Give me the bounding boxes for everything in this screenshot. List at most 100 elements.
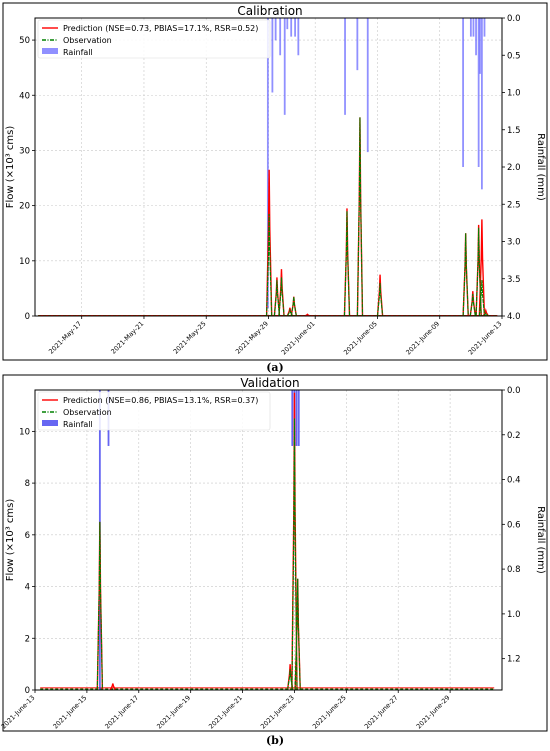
y-tick-label: 0 [25,312,30,322]
observation-peak [462,233,469,317]
x-tick-label: 2021-May-17 [47,320,83,356]
y2-tick-label: 4.0 [507,312,521,322]
legend-rainfall-label: Rainfall [63,48,93,57]
legend: Prediction (NSE=0.73, PBIAS=17.1%, RSR=0… [37,19,271,59]
chart-panel-calibration: 0 10 20 30 40 50 Flow (×10³ cms) 0.0 0.5 1.0 1.5 2.… [2,2,548,374]
x-tick-label: 2021-June-21 [207,694,244,731]
x-tick-label: 2021-May-21 [109,320,145,356]
x-tick-label: 2021-June-29 [415,694,452,731]
rainfall-bar [462,18,464,167]
observation-peak [266,213,273,317]
gridlines [34,390,502,691]
y-tick-label: 40 [19,91,30,101]
rainfall-series [98,390,300,690]
x-tick-label: 2021-June-13 [0,694,36,731]
rainfall-bar [297,18,300,56]
prediction-peak [304,313,311,317]
rainfall-bar [274,18,277,41]
y2-tick-label: 3.0 [507,238,521,248]
chart-title: Calibration [237,4,302,18]
y-axis-right: 0.0 0.5 1.0 1.5 2.0 2.5 3.0 3.5 4.0 Rainfall (mm) [502,14,546,322]
rainfall-bar [480,18,483,190]
y-axis-left: 0 10 20 30 40 50 Flow (×10³ cms) [5,36,35,322]
prediction-series [96,392,301,691]
y2-tick-label: 0.8 [507,565,521,575]
rainfall-bar [477,18,480,167]
rainfall-bar [344,18,346,115]
observation-peak [96,521,103,691]
observation-peak [469,293,476,317]
prediction-peak [478,219,486,317]
x-tick-label: 2021-June-15 [52,694,89,731]
panel-caption: (a) [266,361,284,374]
y-tick-label: 4 [25,583,30,593]
rainfall-bar [266,18,269,309]
panel-caption: (b) [266,734,284,747]
rainfall-bar [366,18,369,153]
observation-peak [343,211,351,317]
chart-title: Validation [240,376,299,390]
y2-tick-label: 2.5 [507,200,521,210]
observation-series [96,418,301,691]
y-tick-label: 20 [19,202,30,212]
observation-peak [294,578,301,691]
prediction-peak [109,683,117,691]
observation-peak [482,312,489,317]
rainfall-bar [472,18,475,37]
observation-peak [290,296,297,317]
y-tick-label: 30 [19,146,30,156]
rainfall-series [266,18,486,309]
rainfall-bar [271,18,274,93]
legend-rainfall-swatch [42,48,58,54]
legend-observation-label: Observation [63,36,112,45]
observation-peak [356,117,364,317]
x-tick-label: 2021-June-17 [103,694,140,731]
rainfall-bar [291,390,294,446]
rainfall-bar [469,18,472,37]
y-tick-label: 8 [25,479,30,489]
y-axis-label: Flow (×10³ cms) [5,126,16,209]
y-axis-label: Flow (×10³ cms) [5,499,16,582]
rainfall-bar [479,18,481,74]
observation-peak [291,418,298,691]
y2-tick-label: 1.0 [507,610,521,620]
y-tick-label: 0 [25,686,30,696]
legend-rainfall-label: Rainfall [63,420,93,429]
y2-tick-label: 0.0 [507,14,521,24]
observation-series [266,117,489,317]
y-tick-label: 10 [19,257,30,267]
x-tick-label: 2021-May-29 [234,320,270,356]
legend-rainfall-swatch [42,420,58,426]
y2-tick-label: 0.2 [507,431,521,441]
y-tick-label: 2 [25,634,30,644]
y2-axis-label: Rainfall (mm) [535,133,546,201]
rainfall-bar [283,18,286,115]
x-tick-label: 2021-June-19 [155,694,192,731]
y2-tick-label: 0.0 [507,386,521,396]
x-tick-label: 2021-June-09 [404,320,441,357]
legend-prediction-label: Prediction (NSE=0.86, PBIAS=13.1%, RSR=0… [63,396,258,405]
legend-observation-label: Observation [63,408,112,417]
y2-axis-label: Rainfall (mm) [535,506,546,574]
rainfall-bar [297,390,300,446]
y-tick-label: 50 [19,36,30,46]
rainfall-bar [290,18,293,37]
prediction-peak [265,169,273,317]
y2-tick-label: 0.6 [507,520,521,530]
rainfall-bar [483,18,486,37]
x-axis: 2021-June-13 2021-June-15 2021-June-17 2021… [0,690,452,731]
plot-area [34,389,503,691]
legend-box [37,391,271,431]
x-tick-label: 2021-June-23 [259,694,296,731]
rainfall-bar [286,18,289,30]
observation-peak [376,282,384,317]
panel-frame [2,2,548,361]
baseline-series [40,687,495,690]
y2-tick-label: 0.4 [507,476,521,486]
observation-peak [286,308,293,317]
y-tick-label: 6 [25,531,30,541]
x-tick-label: 2021-May-25 [172,320,208,356]
observation-peak [475,227,482,317]
observation-peak [287,669,294,691]
y2-tick-label: 1.2 [507,655,521,665]
